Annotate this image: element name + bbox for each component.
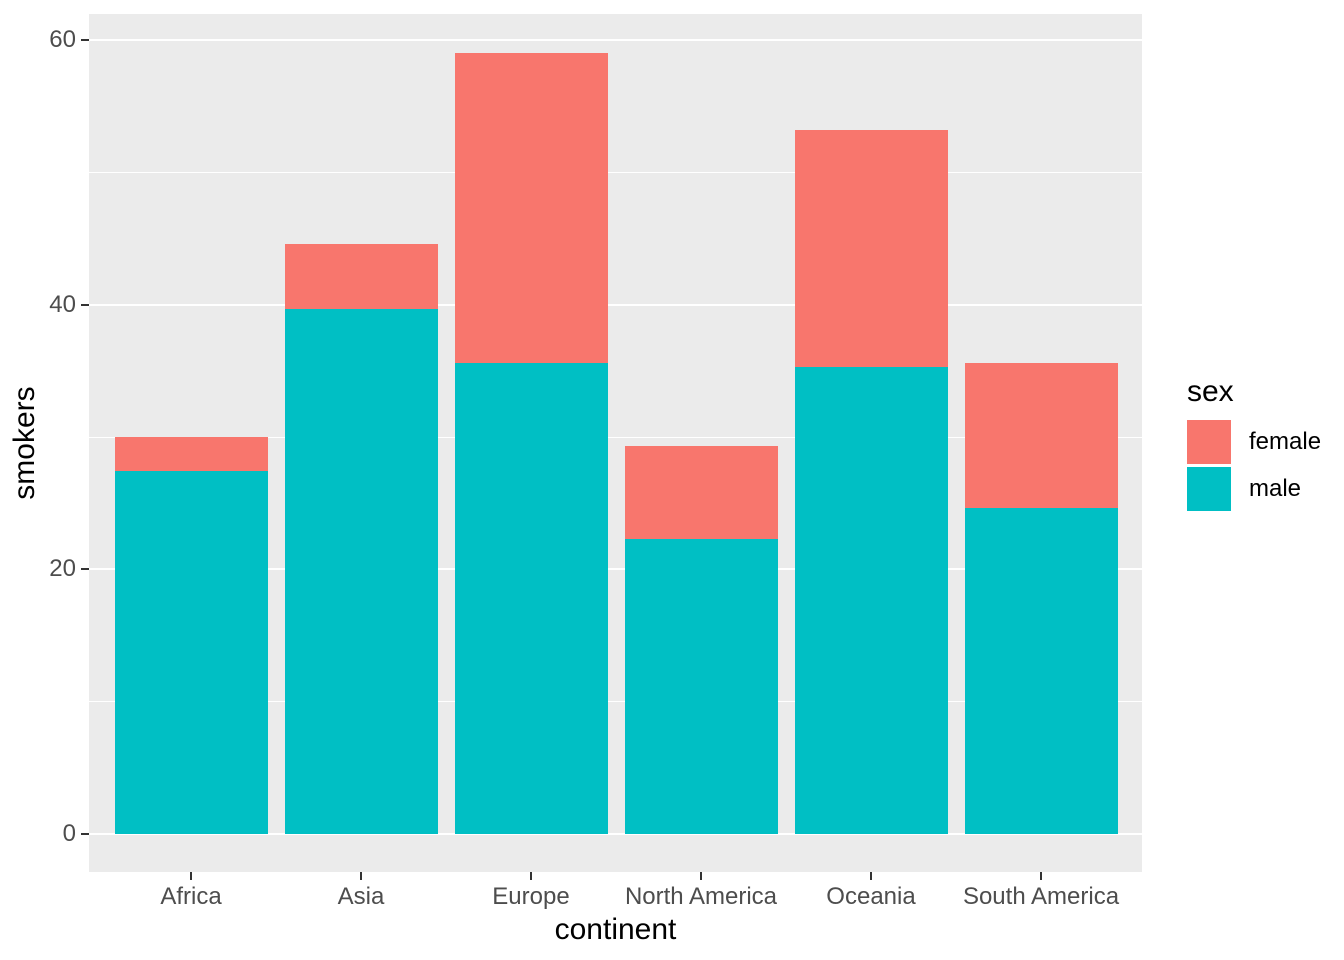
y-axis-title: smokers	[8, 386, 41, 500]
y-tick-mark-0	[81, 833, 89, 835]
bar-africa-male	[114, 471, 268, 834]
x-tick-label-south-america: South America	[962, 883, 1120, 910]
plot-panel	[89, 14, 1142, 872]
y-tick-mark-40	[81, 303, 89, 306]
x-tick-mark-asia	[360, 872, 362, 880]
bar-north-america-male	[624, 538, 778, 834]
gridline-minor-y50	[89, 171, 1142, 173]
x-tick-label-asia: Asia	[337, 883, 385, 910]
x-tick-label-europe: Europe	[492, 883, 570, 910]
y-tick-label-40: 40	[49, 290, 76, 318]
x-tick-mark-oceania	[870, 872, 872, 880]
gridline-major-y40	[89, 303, 1142, 306]
gridline-major-y20	[89, 568, 1142, 571]
legend-label-female: female	[1249, 428, 1322, 455]
x-tick-label-north-america: North America	[624, 883, 778, 910]
x-tick-mark-south-america	[1040, 872, 1042, 880]
y-tick-label-0: 0	[62, 820, 76, 847]
bar-europe-female	[454, 53, 608, 363]
bar-south-america-female	[964, 362, 1118, 509]
gridline-minor-y30	[89, 436, 1142, 438]
y-tick-label-20: 20	[49, 555, 76, 583]
y-tick-mark-60	[81, 39, 89, 41]
gridline-major-y60	[89, 39, 1142, 41]
gridline-major-y0	[89, 833, 1142, 835]
x-tick-mark-africa	[190, 872, 192, 880]
x-tick-mark-europe	[530, 872, 532, 880]
legend-label-male: male	[1249, 475, 1302, 502]
bar-asia-male	[284, 308, 438, 834]
legend-key-male	[1187, 467, 1231, 511]
legend-key-female	[1187, 420, 1231, 464]
y-tick-label-60: 60	[49, 26, 76, 53]
bar-north-america-female	[624, 446, 778, 539]
x-tick-mark-north-america	[700, 872, 702, 880]
x-tick-label-oceania: Oceania	[826, 883, 916, 910]
y-tick-mark-20	[81, 568, 89, 571]
gridline-minor-y10	[89, 701, 1142, 703]
bar-oceania-female	[794, 129, 948, 367]
bar-south-america-male	[964, 508, 1118, 834]
bar-asia-female	[284, 243, 438, 309]
legend-title: sex	[1187, 375, 1234, 408]
x-tick-label-africa: Africa	[160, 883, 222, 910]
bar-oceania-male	[794, 366, 948, 834]
bar-africa-female	[114, 437, 268, 472]
bar-europe-male	[454, 362, 608, 834]
x-axis-title: continent	[554, 913, 677, 946]
